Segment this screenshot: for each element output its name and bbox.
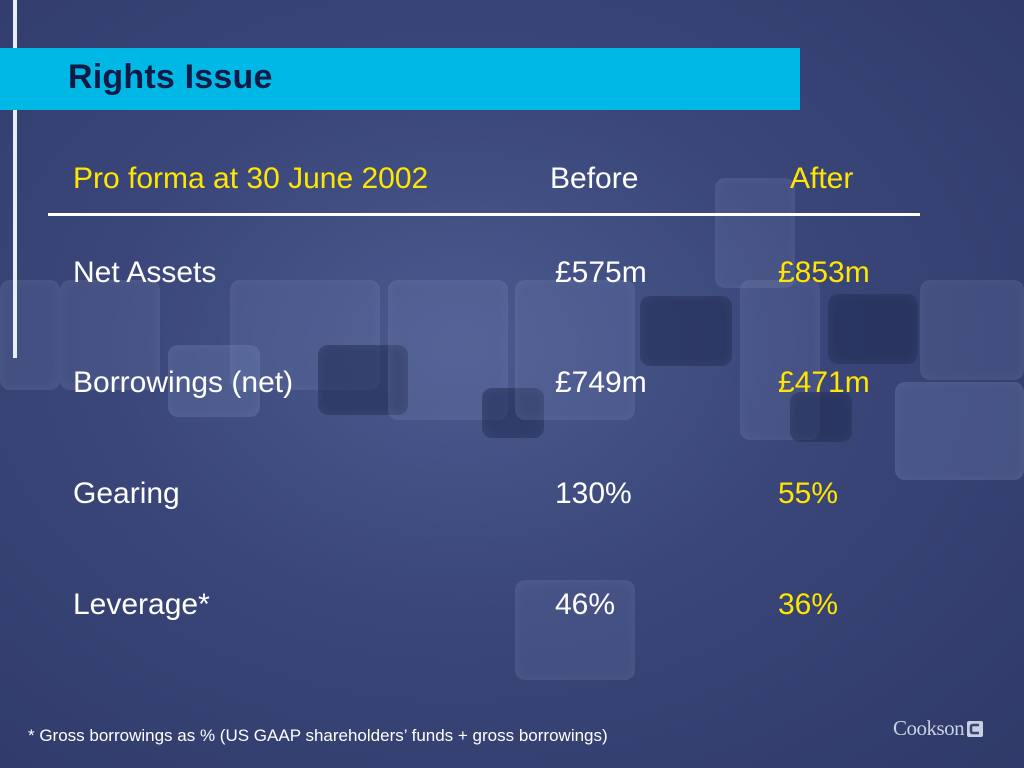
title-band <box>0 48 800 110</box>
row-after-value: 55% <box>778 477 839 510</box>
row-label: Net Assets <box>73 256 217 289</box>
row-after-value: 36% <box>778 588 839 621</box>
logo-wordmark: Cookson <box>893 716 965 740</box>
background-tile <box>895 382 1024 480</box>
row-before-value: 130% <box>555 477 632 510</box>
background-tile <box>168 345 260 417</box>
row-before-value: 46% <box>555 588 616 621</box>
table-row-leverage: Leverage* 46% 36% <box>0 588 1024 632</box>
table-row-net-assets: Net Assets £575m £853m <box>0 256 1024 300</box>
row-label: Leverage* <box>73 588 210 621</box>
background-tile <box>920 280 1024 380</box>
background-tile <box>828 294 918 364</box>
background-tile <box>60 280 160 390</box>
footnote: * Gross borrowings as % (US GAAP shareho… <box>28 726 608 745</box>
header-before: Before <box>550 162 639 195</box>
header-period-label: Pro forma at 30 June 2002 <box>73 162 429 195</box>
row-after-value: £471m <box>778 366 870 399</box>
table-row-borrowings: Borrowings (net) £749m £471m <box>0 366 1024 410</box>
background-tile <box>318 345 408 415</box>
background-tile <box>0 280 60 390</box>
background-tile <box>515 580 635 680</box>
header-after: After <box>790 162 854 195</box>
background-tile <box>482 388 544 438</box>
background-tile <box>790 392 852 442</box>
logo-mark-icon <box>967 720 984 737</box>
background-tile <box>715 178 795 288</box>
row-before-value: £575m <box>555 256 647 289</box>
slide-title: Rights Issue <box>68 58 273 96</box>
table-header: Pro forma at 30 June 2002 Before After <box>0 162 1024 202</box>
left-vertical-rule <box>13 0 17 358</box>
row-label: Borrowings (net) <box>73 366 294 399</box>
row-label: Gearing <box>73 477 180 510</box>
row-before-value: £749m <box>555 366 647 399</box>
company-logo: Cookson <box>893 716 984 741</box>
header-divider <box>48 213 920 216</box>
background-tile <box>640 296 732 366</box>
table-row-gearing: Gearing 130% 55% <box>0 477 1024 521</box>
row-after-value: £853m <box>778 256 870 289</box>
background-tile <box>515 280 635 420</box>
